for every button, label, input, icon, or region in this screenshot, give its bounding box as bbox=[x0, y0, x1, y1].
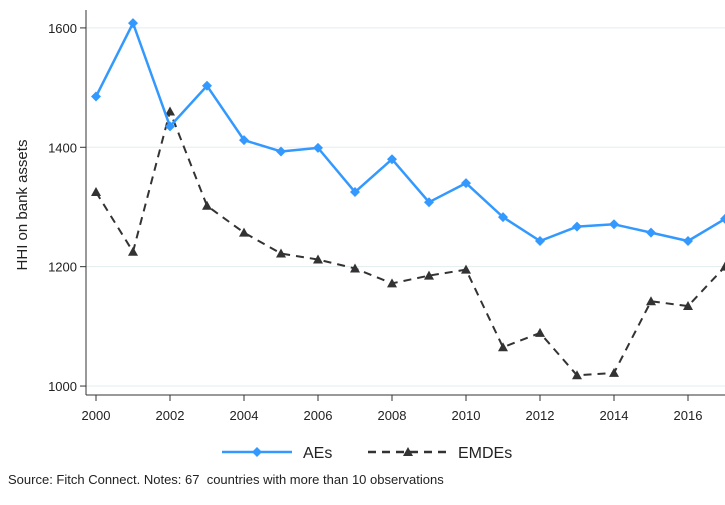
data-point bbox=[128, 18, 138, 29]
data-point bbox=[683, 301, 693, 311]
data-point bbox=[498, 212, 508, 223]
data-point bbox=[572, 370, 582, 380]
data-point bbox=[350, 187, 360, 198]
data-point bbox=[498, 342, 508, 352]
data-point bbox=[276, 248, 286, 258]
axes: 1000 1200 1400 1600 2000 2002 2004 2006 2008 2010… bbox=[48, 10, 725, 423]
data-point bbox=[720, 261, 725, 271]
y-tick-label: 1200 bbox=[48, 260, 77, 275]
data-point bbox=[461, 178, 471, 189]
data-point bbox=[313, 254, 323, 264]
data-point bbox=[609, 367, 619, 377]
data-point bbox=[424, 197, 434, 208]
x-tick-label: 2014 bbox=[600, 408, 629, 423]
y-tick-label: 1600 bbox=[48, 21, 77, 36]
series-emdes bbox=[91, 106, 725, 380]
legend-label: EMDEs bbox=[458, 445, 512, 462]
x-tick-label: 2008 bbox=[378, 408, 407, 423]
data-point bbox=[387, 154, 397, 165]
data-point bbox=[202, 200, 212, 210]
data-point bbox=[165, 121, 175, 132]
data-point bbox=[252, 447, 262, 457]
data-point bbox=[403, 447, 413, 456]
y-tick-label: 1400 bbox=[48, 140, 77, 155]
legend-label: AEs bbox=[303, 445, 332, 462]
data-point bbox=[720, 213, 725, 224]
data-point bbox=[128, 246, 138, 256]
series-aes bbox=[91, 18, 725, 246]
data-point bbox=[646, 296, 656, 306]
y-axis-title: HHI on bank assets bbox=[14, 140, 31, 271]
series-line bbox=[94, 21, 725, 243]
data-point bbox=[350, 263, 360, 273]
series-lines bbox=[91, 18, 725, 380]
data-point bbox=[535, 236, 545, 246]
x-tick-label: 2002 bbox=[156, 408, 185, 423]
x-tick-label: 2012 bbox=[526, 408, 555, 423]
data-point bbox=[91, 91, 101, 102]
data-point bbox=[572, 221, 582, 232]
x-tick-label: 2006 bbox=[304, 408, 333, 423]
data-point bbox=[239, 227, 249, 237]
y-tick-label: 1000 bbox=[48, 379, 77, 394]
data-point bbox=[165, 106, 175, 116]
data-point bbox=[646, 227, 656, 238]
data-point bbox=[276, 146, 286, 157]
data-point bbox=[202, 80, 212, 91]
data-point bbox=[461, 264, 471, 274]
source-note: Source: Fitch Connect. Notes: 67 countri… bbox=[8, 472, 444, 487]
data-point bbox=[91, 187, 101, 197]
data-point bbox=[535, 327, 545, 337]
legend: AEs EMDEs bbox=[222, 445, 512, 462]
x-tick-label: 2000 bbox=[82, 408, 111, 423]
legend-item-aes: AEs bbox=[222, 445, 332, 462]
x-tick-label: 2010 bbox=[452, 408, 481, 423]
gridlines bbox=[86, 27, 725, 387]
data-point bbox=[683, 236, 693, 246]
data-point bbox=[313, 142, 323, 153]
data-point bbox=[239, 135, 249, 146]
x-tick-label: 2016 bbox=[674, 408, 703, 423]
data-point bbox=[424, 270, 434, 280]
data-point bbox=[387, 278, 397, 288]
x-tick-label: 2004 bbox=[230, 408, 259, 423]
legend-item-emdes: EMDEs bbox=[368, 445, 512, 462]
data-point bbox=[609, 219, 619, 230]
series-line bbox=[95, 110, 725, 377]
